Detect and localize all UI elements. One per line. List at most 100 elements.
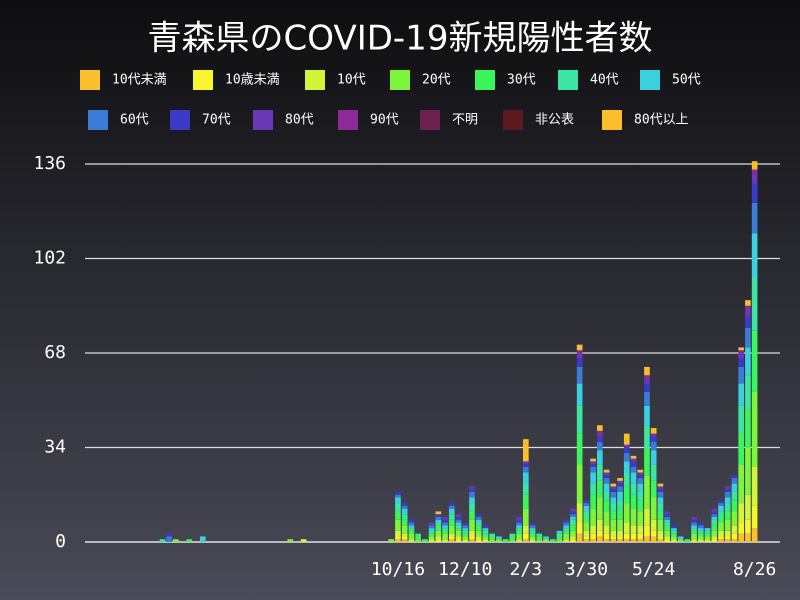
bar-segment [711, 516, 718, 520]
bar-segment [597, 480, 603, 498]
bar-segment [556, 539, 563, 542]
bar-segment [395, 536, 401, 540]
bar-segment [610, 483, 617, 487]
bar-segment [395, 519, 401, 531]
legend-swatch [338, 110, 358, 130]
bar-segment [529, 539, 536, 542]
bar-segment [435, 514, 442, 517]
bar-segment [711, 539, 718, 542]
bar-segment [704, 536, 711, 540]
bar-segment [745, 316, 751, 328]
bar-segment [428, 530, 435, 534]
bar-segment [711, 536, 718, 540]
x-tick-label: 10/16 [371, 559, 425, 580]
bar-segment [576, 464, 583, 504]
bar-segment [644, 425, 650, 448]
bar-segment [522, 464, 529, 467]
bar-segment [408, 525, 415, 529]
bar-segment [623, 522, 630, 534]
bar-segment [482, 539, 489, 542]
bar-segment [529, 525, 536, 529]
bar-segment [603, 539, 610, 542]
bar-segment [617, 500, 623, 509]
bar-segment [718, 539, 724, 542]
bar-segment [401, 533, 408, 537]
bar-segment [691, 516, 697, 520]
bar-segment [462, 528, 469, 531]
bar-segment [644, 391, 650, 406]
bar-segment [469, 539, 475, 542]
bar-segment [738, 533, 745, 542]
bar-segment [583, 530, 590, 537]
bar-segment [711, 530, 718, 537]
bar-segment [603, 483, 610, 492]
bar-segment [522, 508, 529, 526]
bar-segment [664, 525, 670, 531]
bar-segment [745, 447, 751, 495]
bar-segment [522, 483, 529, 495]
bar-segment [731, 478, 738, 484]
bar-segment [644, 536, 650, 542]
bar-segment [603, 511, 610, 526]
bar-segment [671, 533, 677, 537]
bar-segment [731, 483, 738, 492]
legend-swatch [253, 110, 273, 130]
bar-segment [603, 533, 610, 540]
bar-segment [617, 491, 623, 501]
bar-segment [745, 533, 751, 542]
bar-segment [711, 525, 718, 531]
bar-segment [644, 475, 650, 509]
bar-segment [751, 161, 758, 170]
bar-segment [536, 536, 543, 540]
bar-segment [576, 366, 583, 384]
bar-segment [724, 489, 731, 492]
bar-segment [509, 539, 516, 542]
bar-segment [415, 536, 421, 540]
bar-segment [623, 533, 630, 540]
bar-segment [516, 525, 522, 529]
bar-segment [597, 519, 603, 531]
bar-segment [630, 458, 637, 462]
bar-segment [408, 528, 415, 531]
bar-segment [610, 491, 617, 498]
bar-segment [751, 505, 758, 529]
bar-segment [556, 536, 563, 540]
bar-segment [724, 519, 731, 531]
bar-segment [570, 536, 576, 540]
bar-segment [395, 511, 401, 520]
bar-segment [415, 533, 421, 537]
bar-segment [516, 522, 522, 526]
bar-segment [610, 503, 617, 512]
bar-segment [738, 433, 745, 465]
bar-segment [556, 530, 563, 534]
bar-segment [442, 539, 448, 542]
bar-segment [576, 344, 583, 351]
bar-segment [590, 525, 596, 534]
bar-segment [650, 530, 657, 537]
bar-segment [576, 405, 583, 434]
bar-segment [455, 525, 462, 529]
bar-segment [657, 519, 664, 531]
bar-segment [704, 533, 711, 537]
bar-segment [745, 519, 751, 534]
legend-swatch [475, 70, 495, 90]
bar-segment [597, 430, 603, 434]
legend-swatch [193, 70, 213, 90]
bar-segment [603, 478, 610, 484]
bar-segment [590, 533, 596, 540]
bar-segment [650, 428, 657, 434]
legend-label: 20代 [422, 73, 451, 88]
bar-segment [435, 530, 442, 537]
legend-swatch [88, 110, 108, 130]
bar-segment [731, 539, 738, 542]
legend-label: 40代 [590, 73, 619, 88]
bar-segment [718, 522, 724, 531]
bar-segment [657, 530, 664, 537]
bar-segment [623, 539, 630, 542]
bar-segment [570, 530, 576, 537]
bar-segment [623, 461, 630, 473]
bar-segment [522, 466, 529, 473]
bar-segment [691, 522, 697, 526]
bar-segment [509, 536, 516, 540]
bar-segment [173, 539, 179, 542]
